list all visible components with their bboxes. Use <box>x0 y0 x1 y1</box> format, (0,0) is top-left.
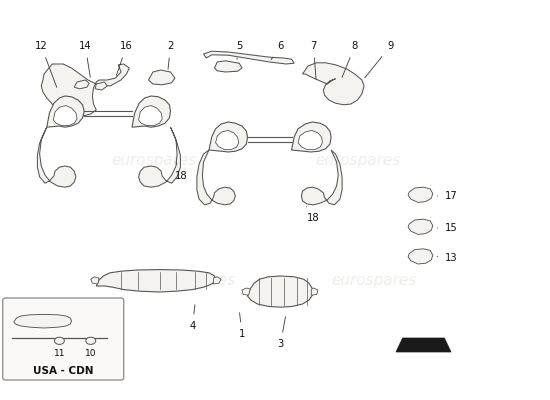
Polygon shape <box>139 106 162 126</box>
Text: 6: 6 <box>271 41 284 60</box>
Text: 14: 14 <box>79 41 91 77</box>
Text: 16: 16 <box>117 41 133 75</box>
Text: eurospares: eurospares <box>331 272 417 288</box>
Polygon shape <box>213 277 221 284</box>
Polygon shape <box>95 82 107 90</box>
Polygon shape <box>47 96 84 127</box>
Text: 4: 4 <box>189 305 196 331</box>
Polygon shape <box>408 187 433 202</box>
Text: 12: 12 <box>35 41 57 88</box>
Polygon shape <box>14 314 72 328</box>
Text: eurospares: eurospares <box>315 152 400 168</box>
Text: eurospares: eurospares <box>112 152 197 168</box>
Polygon shape <box>214 61 242 72</box>
Polygon shape <box>311 288 318 295</box>
Text: 2: 2 <box>167 41 174 69</box>
Polygon shape <box>148 70 175 85</box>
Text: 17: 17 <box>437 191 458 201</box>
Polygon shape <box>96 270 216 292</box>
Text: 1: 1 <box>239 313 245 339</box>
Circle shape <box>86 337 96 344</box>
Text: 8: 8 <box>342 41 358 78</box>
Text: eurospares: eurospares <box>150 272 235 288</box>
Text: 18: 18 <box>307 206 320 223</box>
Polygon shape <box>204 51 294 64</box>
Text: USA - CDN: USA - CDN <box>33 366 94 376</box>
Text: 18: 18 <box>175 162 188 181</box>
Text: 11: 11 <box>54 349 65 358</box>
Text: 15: 15 <box>437 223 458 233</box>
Polygon shape <box>298 130 322 150</box>
Polygon shape <box>209 122 248 152</box>
Text: 5: 5 <box>236 41 243 59</box>
Text: 10: 10 <box>85 349 96 358</box>
Polygon shape <box>302 63 364 105</box>
Circle shape <box>54 337 64 344</box>
Polygon shape <box>197 150 235 205</box>
Polygon shape <box>248 276 312 307</box>
Polygon shape <box>408 219 433 234</box>
Text: 7: 7 <box>310 41 317 79</box>
Polygon shape <box>139 127 180 187</box>
Text: 9: 9 <box>365 41 394 78</box>
Text: 3: 3 <box>277 317 285 349</box>
Polygon shape <box>292 122 331 152</box>
Polygon shape <box>41 64 129 116</box>
Text: 13: 13 <box>437 253 457 263</box>
Polygon shape <box>396 338 451 352</box>
Polygon shape <box>91 277 99 284</box>
Polygon shape <box>37 127 76 187</box>
FancyBboxPatch shape <box>3 298 124 380</box>
Polygon shape <box>132 96 170 127</box>
Polygon shape <box>242 288 250 295</box>
Polygon shape <box>408 249 433 264</box>
Polygon shape <box>53 106 77 126</box>
Polygon shape <box>216 130 239 150</box>
Polygon shape <box>301 150 342 205</box>
Polygon shape <box>74 80 89 89</box>
